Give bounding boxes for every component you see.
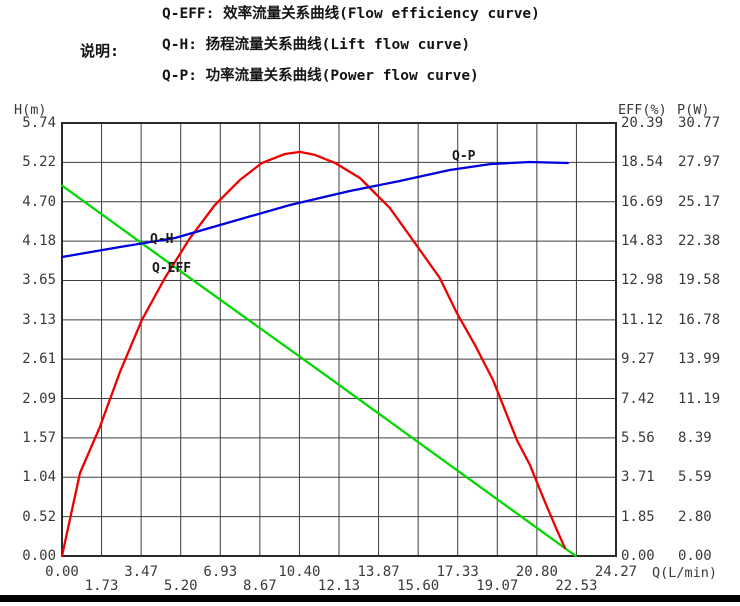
p-axis-title: P(W) [677,102,710,118]
p-axis-tick-label: 25.17 [678,193,721,210]
table-border-bar [0,595,740,602]
eff-axis-tick-label: 7.42 [621,390,655,407]
eff-axis-title: EFF(%) [618,102,667,118]
eff-axis-tick-label: 18.54 [621,154,664,171]
curve-label-q-p: Q-P [452,149,476,164]
eff-axis-tick-label: 16.69 [621,193,664,210]
h-axis-tick-label: 1.04 [22,469,56,486]
h-axis-tick-label: 0.52 [22,508,56,525]
legend-label: 说明: [80,42,120,60]
q-axis-tick-label: 20.80 [515,564,558,580]
curve-label-q-h: Q-H [150,232,174,247]
q-axis-tick-label: 6.93 [203,564,238,580]
eff-axis-tick-label: 9.27 [621,351,655,368]
eff-axis-tick-label: 0.00 [621,548,655,564]
legend-line-q-h: Q-H: 扬程流量关系曲线(Lift flow curve) [162,37,471,53]
h-axis-tick-label: 1.57 [22,429,56,446]
q-axis-tick-label: 10.40 [278,564,321,580]
h-axis-tick-label: 4.18 [22,233,56,250]
q-axis-tick-label: 13.87 [357,564,400,580]
h-axis-tick-label: 0.00 [22,548,56,564]
p-axis-tick-label: 27.97 [678,154,721,171]
h-axis-tick-label: 3.13 [22,311,56,328]
q-axis-tick-label: 17.33 [436,564,479,580]
h-axis-tick-label: 4.70 [22,193,56,210]
q-axis-tick-label: 12.13 [317,578,361,594]
p-axis-tick-label: 0.00 [678,548,712,564]
q-axis-tick-label: 0.00 [45,564,79,580]
q-axis-tick-label: 8.67 [242,578,277,594]
eff-axis-tick-label: 14.83 [621,233,664,250]
q-axis-title: Q(L/min) [652,565,718,581]
q-axis-tick-label: 3.47 [124,564,158,580]
q-axis-tick-label: 24.27 [594,564,638,580]
eff-axis-tick-label: 12.98 [621,272,664,289]
p-axis-tick-label: 19.58 [678,272,721,289]
h-axis-tick-label: 2.61 [22,351,56,368]
eff-axis-tick-label: 20.39 [621,115,664,131]
q-axis-tick-label: 19.07 [476,578,519,594]
p-axis-tick-label: 22.38 [678,233,721,250]
q-axis-tick-label: 1.73 [84,578,119,594]
h-axis-tick-label: 3.65 [22,272,56,289]
h-axis-tick-label: 5.74 [22,115,56,131]
eff-axis-tick-label: 3.71 [621,469,655,486]
eff-axis-tick-label: 5.56 [621,429,655,446]
q-axis-tick-label: 22.53 [555,578,598,594]
p-axis-tick-label: 8.39 [678,429,712,446]
h-axis-title: H(m) [14,102,47,118]
legend-line-q-eff: Q-EFF: 效率流量关系曲线(Flow efficiency curve) [162,6,540,22]
q-axis-tick-label: 5.20 [163,578,198,594]
p-axis-tick-label: 2.80 [678,508,712,525]
h-axis-tick-label: 2.09 [22,390,56,407]
p-axis-tick-label: 16.78 [678,311,721,328]
eff-axis-tick-label: 1.85 [621,508,655,525]
h-axis-tick-label: 5.22 [22,154,56,171]
p-axis-tick-label: 5.59 [678,469,712,486]
curve-label-q-eff: Q-EFF [152,261,192,276]
eff-axis-tick-label: 11.12 [621,311,664,328]
p-axis-tick-label: 30.77 [678,115,721,131]
p-axis-tick-label: 11.19 [678,390,721,407]
q-axis-tick-label: 15.60 [397,578,440,594]
p-axis-tick-label: 13.99 [678,351,721,368]
legend-line-q-p: Q-P: 功率流量关系曲线(Power flow curve) [162,68,479,84]
